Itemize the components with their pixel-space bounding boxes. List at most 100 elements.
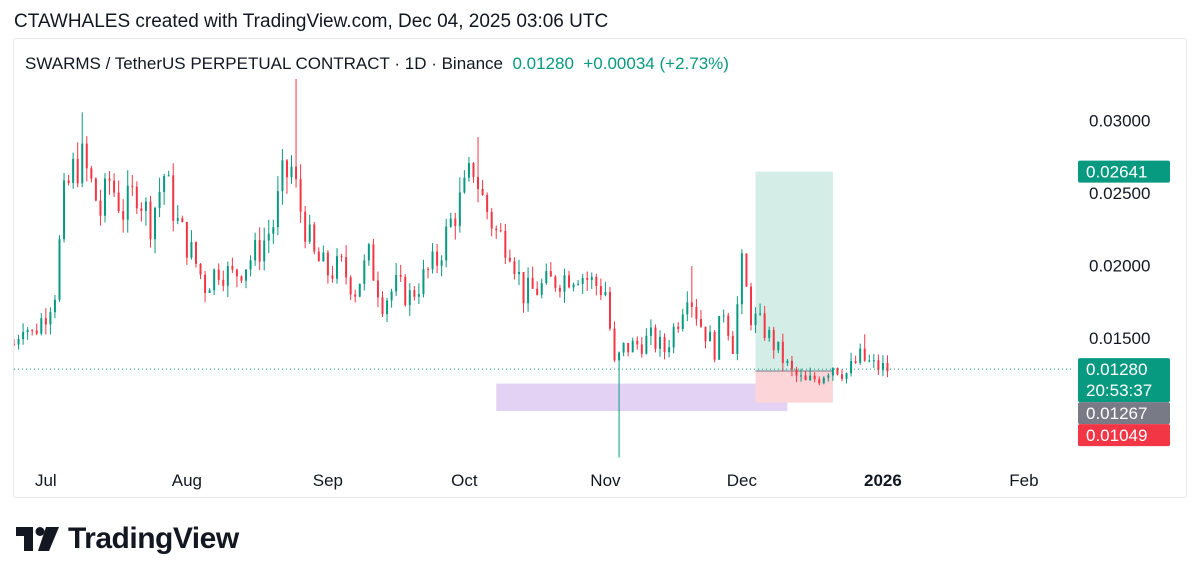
price-tag-text: 0.01267 <box>1086 404 1147 423</box>
candle-body <box>422 268 425 295</box>
candle-body <box>103 178 106 216</box>
candle-body <box>445 226 448 261</box>
candle-body <box>481 188 484 195</box>
candle-body <box>440 260 443 266</box>
candle-body <box>26 329 29 333</box>
candle-body <box>131 185 134 187</box>
candle-body <box>190 242 193 258</box>
candle-body <box>854 361 857 363</box>
x-tick-label: Sep <box>313 471 343 490</box>
candle-body <box>777 341 780 351</box>
profit-zone <box>755 171 833 371</box>
x-tick-label: 2026 <box>864 471 902 490</box>
candle-body <box>322 252 325 262</box>
candle-body <box>886 362 889 372</box>
candle-body <box>663 337 666 353</box>
candle-body <box>554 276 557 288</box>
candle-body <box>863 348 866 361</box>
candle-body <box>185 222 188 258</box>
candle-body <box>800 375 803 377</box>
candle-body <box>290 166 293 178</box>
candle-body <box>126 185 129 220</box>
candle-body <box>367 244 370 261</box>
candle-body <box>713 331 716 360</box>
price-label-target: 0.02641 <box>1078 160 1170 183</box>
candle-body <box>558 287 561 292</box>
price-tag-box <box>1078 160 1170 183</box>
candle-body <box>386 300 389 315</box>
candle-body <box>577 283 580 285</box>
x-tick-label: Aug <box>172 471 202 490</box>
candle-body <box>517 272 520 275</box>
x-tick-label: Dec <box>727 471 758 490</box>
y-tick-label: 0.02000 <box>1089 257 1150 276</box>
x-tick-label: Jul <box>35 471 57 490</box>
candle-body <box>213 269 216 291</box>
candle-body <box>413 290 416 297</box>
candle-body <box>208 290 211 293</box>
candle-body <box>58 239 61 300</box>
candle-body <box>31 329 34 331</box>
candle-body <box>14 344 15 346</box>
candle-body <box>508 257 511 262</box>
candle-body <box>254 240 257 261</box>
candle-body <box>877 360 880 371</box>
price-label-entry: 0.01267 <box>1078 402 1170 425</box>
candle-body <box>813 375 816 380</box>
candle-body <box>390 291 393 301</box>
candle-body <box>549 271 552 277</box>
candle-body <box>809 375 812 381</box>
candle-body <box>872 360 875 362</box>
candle-body <box>749 286 752 326</box>
candle-body <box>504 230 507 258</box>
candle-body <box>113 180 116 193</box>
candle-body <box>449 218 452 227</box>
y-tick-label: 0.03000 <box>1089 112 1150 131</box>
candle-body <box>122 211 125 220</box>
candle-body <box>845 373 848 379</box>
candle-body <box>408 290 411 306</box>
candle-body <box>572 284 575 288</box>
candle-body <box>454 218 457 226</box>
candle-body <box>804 375 807 381</box>
candle-body <box>668 347 671 353</box>
candle-body <box>859 348 862 363</box>
candle-body <box>181 218 184 223</box>
candle-body <box>736 304 739 354</box>
candle-body <box>404 276 407 306</box>
candle-body <box>772 330 775 351</box>
candle-body <box>681 314 684 329</box>
candle-body <box>536 288 539 295</box>
footer: TradingView <box>16 522 239 556</box>
price-tag-text: 0.02641 <box>1086 163 1147 182</box>
candle-body <box>399 274 402 277</box>
candle-body <box>217 269 220 280</box>
symbol-title: SWARMS / TetherUS PERPETUAL CONTRACT · 1… <box>25 54 504 73</box>
candle-body <box>540 283 543 295</box>
candle-body <box>117 192 120 212</box>
candle-body <box>49 312 52 325</box>
candle-body <box>759 313 762 315</box>
candle-body <box>281 160 284 192</box>
candle-body <box>108 178 111 181</box>
candle-body <box>345 257 348 278</box>
candle-body <box>149 201 152 240</box>
candle-body <box>76 158 79 184</box>
price-chart[interactable]: 0.03000 0.02500 0.02000 0.01500 0.02641 0.012… <box>14 39 1186 497</box>
legend-price: 0.01280 <box>512 54 574 73</box>
candle-body <box>722 315 725 317</box>
x-tick-label: Oct <box>451 471 478 490</box>
candle-body <box>490 211 493 229</box>
stop-zone <box>755 370 833 403</box>
candle-body <box>231 265 234 270</box>
chart-panel[interactable]: 0.03000 0.02500 0.02000 0.01500 0.02641 0.012… <box>13 38 1187 498</box>
candle-body <box>317 251 320 262</box>
candle-body <box>699 318 702 327</box>
candle-body <box>649 327 652 336</box>
candle-body <box>768 330 771 338</box>
x-tick-label: Feb <box>1009 471 1038 490</box>
candle-body <box>727 315 730 336</box>
candle-body <box>354 294 357 297</box>
candle-body <box>586 277 589 280</box>
candle-body <box>63 180 66 240</box>
